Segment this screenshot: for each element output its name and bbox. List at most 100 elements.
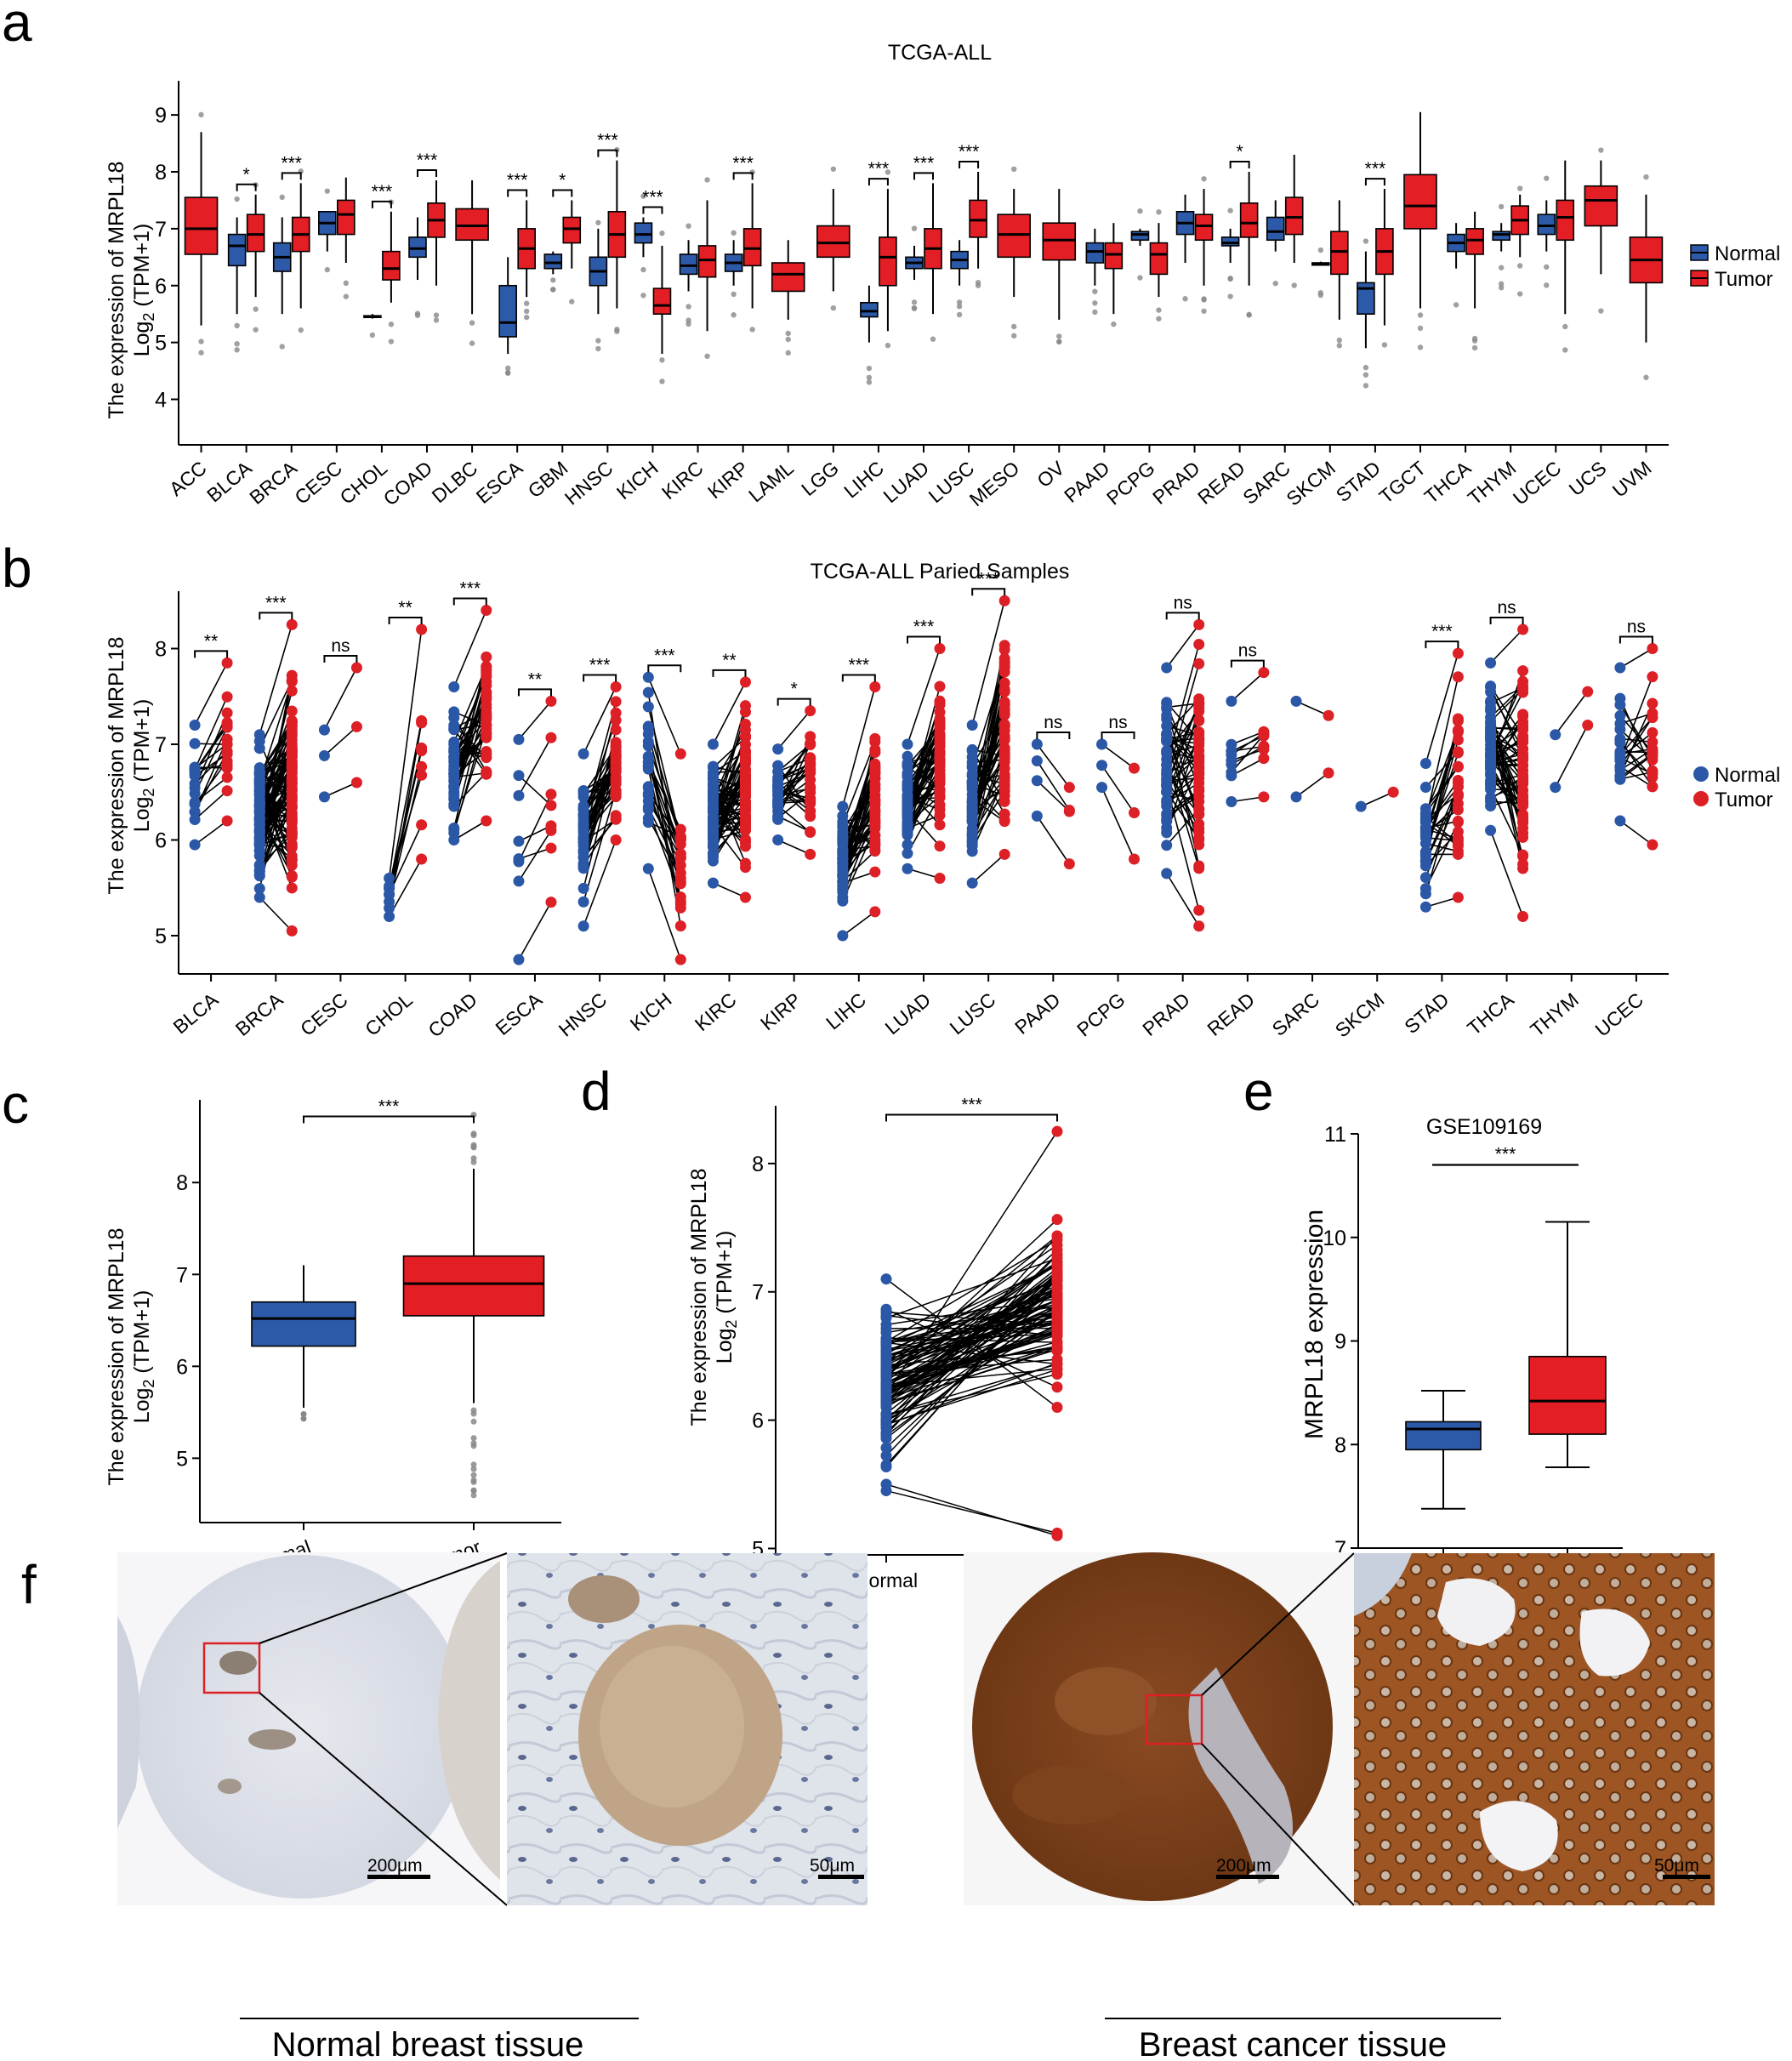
panel-b-tumor-point <box>674 852 686 864</box>
panel-label-c: c <box>2 1073 29 1135</box>
panel-a-ESCA-bracket <box>507 189 528 197</box>
panel-b-pair-line <box>324 782 357 798</box>
panel-a-xtick-label: MESO <box>965 457 1024 510</box>
panel-a-outlier <box>1471 344 1478 351</box>
panel-b-xtick-label: HNSC <box>555 988 612 1041</box>
panel-b-tumor-point <box>869 800 881 811</box>
panel-a-tumor-SKCM-box <box>1330 231 1349 276</box>
panel-a-boxplot: TCGA-ALL The expression of MRPL18 Log2 (… <box>105 41 1780 510</box>
panel-c-tumor-outlier <box>470 1478 477 1485</box>
panel-b-normal-point <box>448 706 460 718</box>
panel-b-pair-line <box>1425 897 1459 908</box>
panel-a-KICH-bracket <box>642 206 663 214</box>
panel-b-tumor-point <box>998 750 1010 762</box>
panel-b-STAD-bracket <box>1425 641 1459 649</box>
panel-b-normal-point <box>1031 755 1043 767</box>
panel-b-PCPG-bracket <box>1101 732 1135 739</box>
panel-a-COAD-bracket <box>417 169 437 178</box>
panel-b-tumor-point <box>1193 639 1205 651</box>
panel-b-tumor-point <box>1517 709 1529 720</box>
panel-b-pair-line <box>1619 717 1653 756</box>
panel-a-ytick-label: 4 <box>155 389 167 413</box>
panel-c-normal-box <box>251 1301 356 1347</box>
panel-b-normal-point <box>577 851 589 863</box>
normal-scalebar-200 <box>367 1875 430 1879</box>
panel-b-pair-line <box>1425 676 1459 821</box>
panel-b-normal-point <box>1485 783 1497 795</box>
panel-d-tumor-point <box>1051 1230 1063 1242</box>
panel-b-normal-point <box>253 785 265 797</box>
panel-b-normal-point <box>837 822 849 834</box>
panel-b-tumor-point <box>1452 647 1464 659</box>
panel-a-outlier <box>785 330 791 337</box>
panel-b-normal-point <box>577 788 589 800</box>
panel-a-xtick-label: THCA <box>1420 456 1476 508</box>
panel-a-xtick-label: DLBC <box>428 457 482 507</box>
panel-a-outlier <box>504 365 511 372</box>
panel-b-normal-point <box>902 827 913 839</box>
panel-c-ytick-label: 7 <box>176 1263 188 1287</box>
panel-a-normal-PCPG-box <box>1130 231 1150 242</box>
panel-a-outlier <box>1498 265 1505 270</box>
panel-b-normal-point <box>902 839 913 851</box>
panel-a-outlier <box>1598 147 1604 153</box>
panel-a-normal-READ-box <box>1220 236 1240 247</box>
panel-b-pair-line <box>1425 783 1459 895</box>
panel-a-tumor-UCEC-box <box>1556 199 1575 242</box>
panel-b-pair-line <box>777 791 811 819</box>
panel-b-pair-line <box>777 710 811 750</box>
panel-a-normal-LIHC-box <box>860 302 879 318</box>
panel-b-tumor-point <box>1517 858 1529 870</box>
panel-b-normal-point <box>253 743 265 754</box>
panel-a-xtick-label: LUAD <box>879 457 933 507</box>
panel-b-pair-line <box>518 825 552 842</box>
panel-a-tumor-KIRP-box <box>742 228 762 267</box>
panel-c-tumor-outlier <box>470 1142 477 1148</box>
panel-b-tumor-point <box>1063 858 1075 870</box>
panel-c-significance: *** <box>378 1096 400 1116</box>
panel-c-tumor-outlier <box>470 1435 477 1442</box>
panel-d-pair-line <box>885 1273 1058 1468</box>
panel-a-outlier <box>234 347 240 353</box>
panel-b-pair-line <box>259 624 293 735</box>
panel-b-tumor-point <box>610 766 622 777</box>
panel-a-outlier <box>234 196 240 202</box>
panel-b-xtick-label: SKCM <box>1331 988 1389 1042</box>
panel-b-normal-point <box>577 896 589 908</box>
panel-b-tumor-point <box>286 618 298 630</box>
panel-b-normal-point <box>1614 754 1626 766</box>
panel-b-normal-point <box>1485 657 1497 669</box>
panel-a-xtick-label: HNSC <box>560 457 617 510</box>
panel-a-tumor-CHOL-box <box>382 250 401 281</box>
panel-b-xtick-label: PAAD <box>1010 988 1064 1039</box>
panel-a-xtick-label: SARC <box>1238 457 1294 509</box>
panel-b-tumor-point <box>1129 853 1141 865</box>
panel-b-normal-point <box>1031 775 1043 787</box>
panel-b-tumor-point <box>1517 743 1529 754</box>
panel-b-tumor-point <box>1452 671 1464 683</box>
panel-b-ylabel: The expression of MRPL18 <box>105 637 128 895</box>
panel-b-normal-point <box>189 761 201 773</box>
panel-b-tumor-point <box>805 766 816 777</box>
panel-a-COAD-significance: *** <box>417 151 438 170</box>
panel-b-tumor-point <box>674 831 686 843</box>
panel-b-tumor-point <box>286 745 298 757</box>
panel-b-xtick-label: COAD <box>424 988 481 1042</box>
panel-b-tumor-point <box>674 878 686 890</box>
panel-b-tumor-point <box>674 867 686 879</box>
panel-a-outlier <box>1291 282 1297 288</box>
panel-b-normal-point <box>448 722 460 734</box>
panel-b-THCA-bracket <box>1489 617 1524 624</box>
panel-a-outlier <box>749 327 755 333</box>
panel-b-tumor-point <box>805 795 816 807</box>
panel-e-axes: 7891011NormalTumor <box>1323 1123 1623 1586</box>
panel-b-pair-line <box>1425 732 1459 836</box>
panel-e-significance: *** <box>1495 1145 1516 1164</box>
panel-d-significance: *** <box>961 1096 982 1115</box>
panel-a-outlier <box>253 306 259 312</box>
panel-b-normal-point <box>1614 737 1626 749</box>
panel-b-tumor-point <box>1193 784 1205 796</box>
panel-b-pair-line <box>453 711 487 726</box>
panel-b-pair-line <box>842 911 876 937</box>
panel-b-normal-point <box>1161 827 1173 839</box>
